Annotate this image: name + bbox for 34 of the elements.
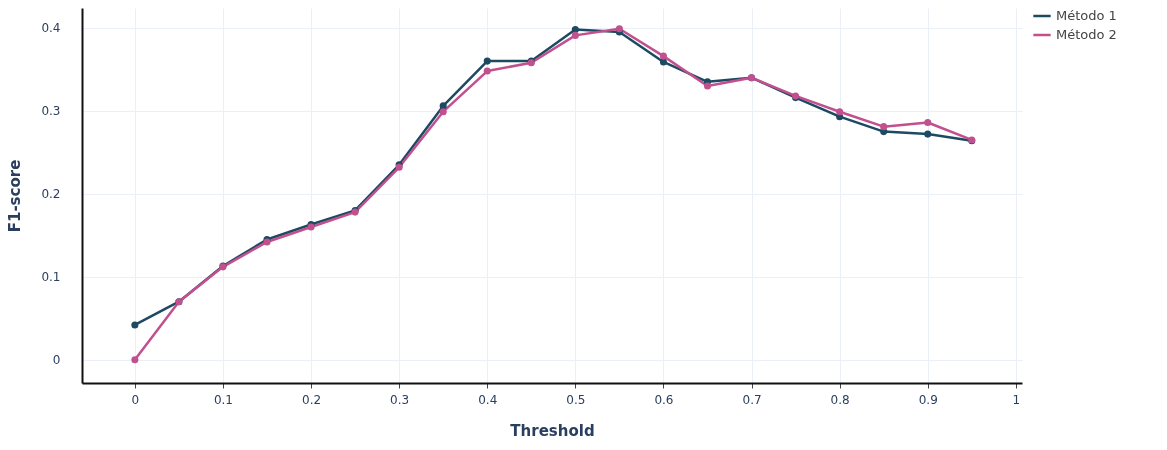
x-tick-label: 0.8 <box>830 392 850 407</box>
point <box>131 321 139 329</box>
y-axis-title: F1-score <box>6 159 25 233</box>
point <box>880 123 888 131</box>
point <box>131 356 139 364</box>
point <box>571 31 579 39</box>
legend-label: Método 2 <box>1056 27 1117 42</box>
point <box>659 52 667 60</box>
x-tick-label: 1 <box>1012 392 1021 407</box>
y-tick-label: 0.2 <box>41 187 61 202</box>
point <box>659 58 667 66</box>
point <box>924 130 932 138</box>
legend-label: Método 1 <box>1056 8 1117 23</box>
y-tick-label: 0.3 <box>41 104 61 119</box>
x-tick-label: 0.2 <box>302 392 322 407</box>
y-tick-label: 0.4 <box>41 21 61 36</box>
x-tick-label: 0 <box>131 392 140 407</box>
x-tick-label: 0.9 <box>918 392 938 407</box>
point <box>703 82 712 90</box>
x-tick-label: 0.1 <box>213 392 233 407</box>
x-tick-label: 0.7 <box>742 392 762 407</box>
y-tick-label: 0 <box>52 353 61 368</box>
point <box>483 57 491 65</box>
x-tick-label: 0.6 <box>654 392 674 407</box>
x-axis-title: Threshold <box>510 421 595 440</box>
x-tick-label: 0.5 <box>566 392 586 407</box>
point <box>836 108 844 116</box>
y-tick-label: 0.1 <box>41 270 61 285</box>
point <box>924 118 932 127</box>
x-tick-label: 0.4 <box>478 392 498 407</box>
point <box>483 67 491 75</box>
x-tick-label: 0.3 <box>390 392 410 407</box>
point <box>439 108 447 116</box>
point <box>571 26 579 34</box>
